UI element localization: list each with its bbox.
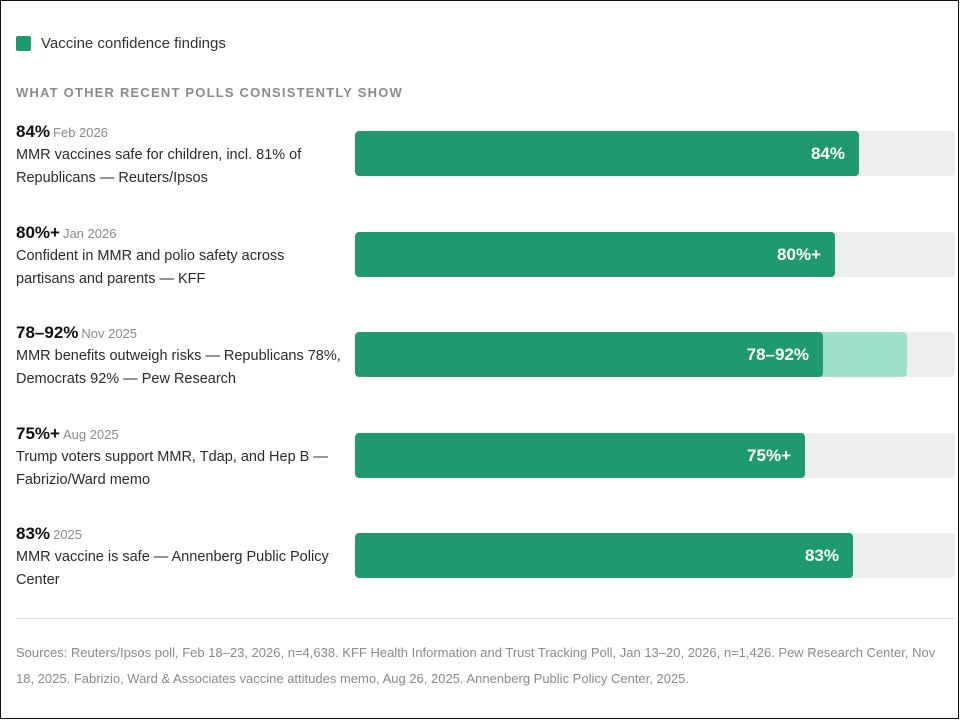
bar-row: 83% 2025 MMR vaccine is safe — Annenberg P…: [1, 524, 960, 604]
row-text: 83% 2025 MMR vaccine is safe — Annenberg P…: [16, 524, 341, 592]
bar-track: 75%+: [355, 432, 955, 478]
row-heading: 75%+ Aug 2025: [16, 424, 341, 444]
bar: [355, 131, 859, 176]
row-text: 80%+ Jan 2026 Confident in MMR and polio s…: [16, 223, 341, 291]
bar-row: 75%+ Aug 2025 Trump voters support MMR, Td…: [1, 424, 960, 504]
bar: [355, 533, 853, 578]
row-value: 83%: [16, 524, 51, 543]
row-date: Nov 2025: [81, 326, 138, 341]
bar-value-label: 84%: [810, 144, 845, 163]
row-value: 80%+: [16, 222, 60, 242]
legend: Vaccine confidence findings: [16, 34, 226, 52]
bar-value-label: 75%+: [747, 445, 791, 465]
bar: [355, 231, 835, 277]
row-description: Trump voters support MMR, Tdap, and Hep …: [16, 448, 328, 488]
bar-track: 80%+: [355, 231, 955, 277]
row-date: Aug 2025: [62, 426, 119, 442]
row-description: MMR vaccine is safe — Annenberg Public P…: [16, 549, 329, 588]
bar-value-label: 78–92%: [746, 345, 809, 364]
row-date: Feb 2026: [53, 125, 108, 140]
bar: [355, 432, 805, 478]
row-date: Jan 2026: [62, 225, 117, 241]
bar: [355, 332, 823, 377]
bar-row: 80%+ Jan 2026 Confident in MMR and polio s…: [1, 223, 960, 303]
row-description: MMR vaccines safe for children, incl. 81…: [16, 147, 302, 186]
bar-value-label: 83%: [804, 546, 839, 565]
bar-track: 83%: [355, 533, 955, 578]
sources-note: Sources: Reuters/Ipsos poll, Feb 18–23, …: [16, 645, 936, 686]
row-text: 78–92% Nov 2025 MMR benefits outweigh risk…: [16, 323, 341, 391]
row-value: 84%: [16, 122, 51, 141]
row-description: Confident in MMR and polio safety across…: [16, 247, 285, 287]
bar-track: 78–92%: [355, 332, 955, 377]
row-description: MMR benefits outweigh risks — Republican…: [16, 348, 341, 387]
legend-swatch: [16, 35, 31, 51]
row-value: 75%+: [16, 423, 60, 443]
row-heading: 83% 2025: [16, 524, 341, 544]
bar-row: 78–92% Nov 2025 MMR benefits outweigh risk…: [1, 323, 960, 403]
legend-label: Vaccine confidence findings: [41, 34, 226, 52]
divider: [16, 618, 955, 619]
section-heading: WHAT OTHER RECENT POLLS CONSISTENTLY SHO…: [16, 85, 403, 100]
row-date: 2025: [53, 527, 82, 542]
bar-row: 84% Feb 2026 MMR vaccines safe for childre…: [1, 122, 960, 202]
row-text: 84% Feb 2026 MMR vaccines safe for childre…: [16, 122, 341, 190]
row-text: 75%+ Aug 2025 Trump voters support MMR, Td…: [16, 424, 341, 492]
row-heading: 78–92% Nov 2025: [16, 323, 341, 343]
row-heading: 84% Feb 2026: [16, 122, 341, 142]
bar-value-label: 80%+: [777, 244, 821, 264]
row-heading: 80%+ Jan 2026: [16, 223, 341, 243]
bar-track: 84%: [355, 131, 955, 176]
row-value: 78–92%: [16, 323, 79, 342]
